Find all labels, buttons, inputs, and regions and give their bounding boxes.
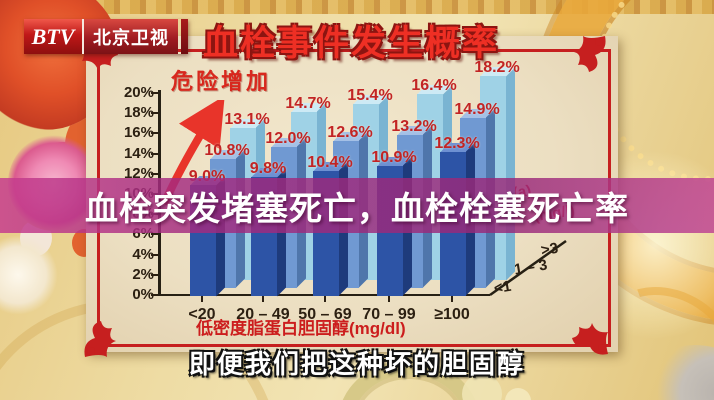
bar-value-label: 10.4% (307, 153, 353, 171)
x-tick-mark (262, 296, 264, 302)
y-tick-mark (151, 152, 158, 155)
bar-value-label: 18.2% (474, 59, 520, 77)
y-tick-mark (151, 92, 158, 94)
x-tick-label: ≥100 (434, 306, 470, 323)
y-tick-label: 20% (123, 84, 154, 101)
y-tick-mark (151, 112, 158, 115)
bar-value-label: 10.8% (204, 141, 250, 159)
red-cloud-flourish-icon (570, 322, 610, 356)
x-tick-label: 50 – 69 (298, 306, 352, 323)
y-tick-label: 2% (132, 265, 154, 283)
bar-value-label: 16.4% (411, 77, 457, 95)
bar-side-face (506, 67, 515, 280)
pale-dot-decoration (505, 388, 531, 400)
x-tick-mark (201, 296, 203, 302)
x-tick-mark (451, 296, 453, 302)
red-cloud-flourish-icon (83, 319, 117, 359)
bar-value-label: 15.4% (347, 87, 393, 105)
logo-accent-bar (181, 19, 188, 54)
pale-dot-decoration (462, 374, 502, 400)
caption-overlay-band: 血栓突发堵塞死亡，血栓栓塞死亡率 (0, 178, 714, 233)
y-tick-mark (151, 233, 158, 236)
bar-value-label: 14.9% (454, 100, 500, 118)
x-tick-mark (388, 296, 390, 302)
page-title: 血栓事件发生概率 (202, 24, 499, 63)
y-tick-mark (151, 172, 158, 175)
caption-overlay-text: 血栓突发堵塞死亡，血栓栓塞死亡率 (85, 189, 629, 227)
x-tick-label: 20 – 49 (236, 306, 290, 323)
bar-value-label: 9.8% (249, 160, 287, 178)
x-tick-mark (324, 296, 326, 302)
y-tick-label: 12% (123, 164, 154, 182)
y-tick-label: 4% (132, 245, 154, 263)
x-axis-title: 低密度脂蛋白胆固醇(mg/dl) (196, 319, 406, 338)
y-tick-mark (151, 273, 158, 276)
y-tick-label: 16% (123, 124, 154, 142)
ornate-top-border (0, 0, 714, 14)
depth-tick-label: >3 (539, 239, 560, 260)
btv-logo-text: BTV (24, 19, 82, 54)
bar-value-label: 12.3% (434, 134, 480, 152)
y-tick-label: 0% (132, 286, 154, 303)
bar-value-label: 13.2% (391, 117, 437, 135)
y-tick-mark (151, 253, 158, 256)
depth-tick-label: <1 (492, 277, 513, 298)
bar-value-label: 13.1% (224, 110, 270, 128)
bar-value-label: 12.0% (265, 129, 311, 147)
bar-value-label: 14.7% (285, 94, 331, 112)
red-cloud-flourish-icon (573, 34, 607, 74)
y-tick-mark (151, 132, 158, 135)
channel-logo: BTV 北京卫视 (24, 19, 188, 54)
channel-name: 北京卫视 (82, 19, 178, 54)
bar-value-label: 10.9% (371, 148, 417, 166)
risk-increase-annotation: 危险增加 (171, 69, 272, 94)
y-tick-label: 14% (123, 144, 154, 162)
y-tick-mark (151, 294, 158, 296)
y-tick-label: 18% (123, 104, 154, 122)
tv-subtitle: 即便我们把这种坏的胆固醇 (188, 349, 525, 379)
x-tick-label: 70 – 99 (362, 306, 416, 323)
x-tick-label: <20 (188, 306, 216, 323)
bar-value-label: 12.6% (327, 123, 373, 141)
